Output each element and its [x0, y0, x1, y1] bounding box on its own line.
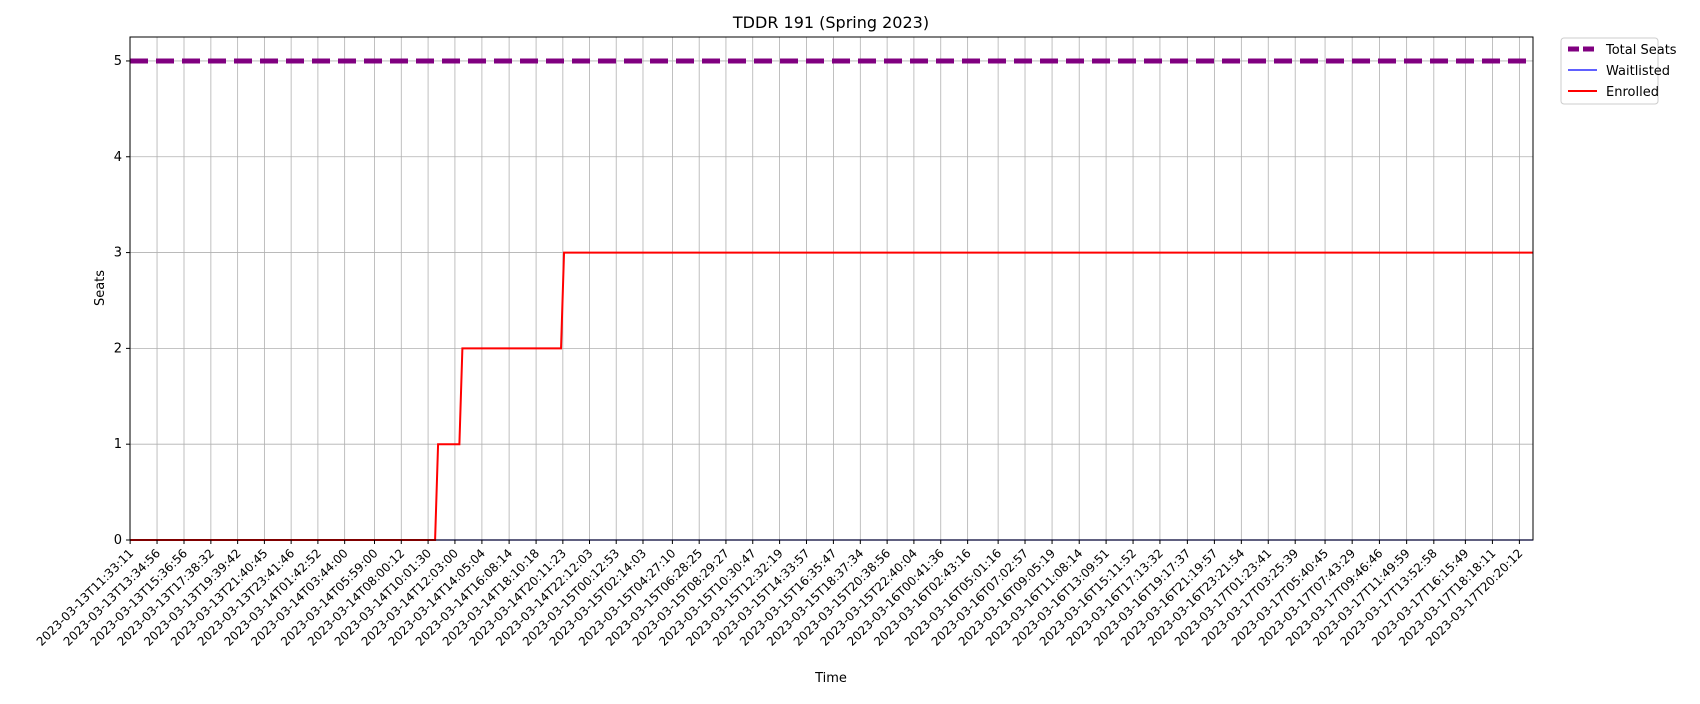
- y-tick-label: 0: [114, 533, 122, 548]
- series-line-enrolled: [130, 251, 1533, 541]
- y-tick-label: 5: [114, 54, 122, 69]
- x-axis: 2023-03-13T11:33:112023-03-13T13:34:5620…: [34, 540, 1526, 649]
- legend-label: Enrolled: [1606, 85, 1659, 100]
- y-tick-label: 1: [114, 437, 122, 452]
- y-axis-label: Seats: [93, 270, 108, 306]
- x-axis-label: Time: [814, 671, 847, 686]
- chart-title: TDDR 191 (Spring 2023): [732, 13, 929, 32]
- legend-label: Waitlisted: [1606, 64, 1670, 79]
- y-tick-label: 3: [114, 246, 122, 261]
- y-tick-label: 4: [114, 150, 122, 165]
- legend: Total Seats Waitlisted Enrolled: [1560, 37, 1677, 105]
- series-lines: [130, 58, 1533, 541]
- y-axis: 0 1 2 3 4 5: [114, 54, 130, 548]
- plot-frame: [129, 36, 1534, 541]
- grid: [129, 37, 1533, 541]
- legend-box: [1560, 37, 1659, 105]
- legend-label: Total Seats: [1605, 43, 1677, 58]
- y-tick-label: 2: [114, 341, 122, 356]
